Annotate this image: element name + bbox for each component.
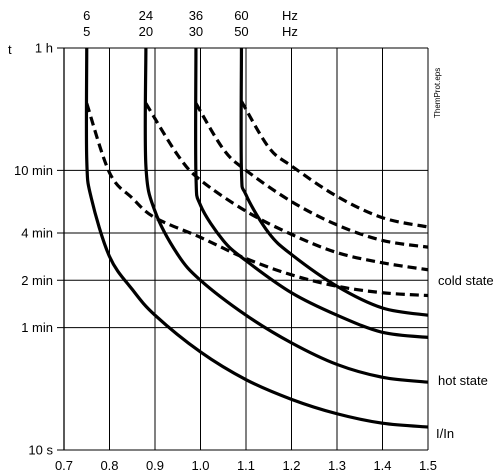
labels: t I/In Hz Hz cold state hot state ThemPr… bbox=[8, 8, 494, 473]
frequency-label-bottom: 30 bbox=[189, 24, 203, 39]
series-group bbox=[84, 47, 429, 429]
frequency-label-top: 36 bbox=[189, 8, 203, 23]
side-label: ThemProt.eps bbox=[433, 68, 442, 118]
y-axis-label: t bbox=[8, 42, 12, 57]
x-tick-label: 1.1 bbox=[237, 458, 255, 473]
x-tick-label: 0.8 bbox=[100, 458, 118, 473]
x-tick-label: 1.0 bbox=[191, 458, 209, 473]
x-axis-label: I/In bbox=[436, 426, 454, 441]
y-tick-label: 10 s bbox=[28, 443, 53, 458]
frequency-label-top: 24 bbox=[139, 8, 153, 23]
cold-state-curve-4 bbox=[240, 100, 429, 229]
x-tick-label: 1.5 bbox=[419, 458, 437, 473]
y-tick-label: 1 h bbox=[35, 41, 53, 56]
annotation-cold-state: cold state bbox=[438, 273, 494, 288]
frequency-label-top: 60 bbox=[234, 8, 248, 23]
x-tick-label: 0.7 bbox=[55, 458, 73, 473]
y-tick-label: 1 min bbox=[21, 320, 53, 335]
annotation-hot-state: hot state bbox=[438, 373, 488, 388]
hot-state-curve-3 bbox=[194, 47, 429, 339]
x-tick-label: 1.3 bbox=[328, 458, 346, 473]
frequency-label-bottom: 20 bbox=[139, 24, 153, 39]
x-tick-label: 0.9 bbox=[146, 458, 164, 473]
cold-state-curve-2 bbox=[144, 102, 429, 272]
cold-state-curve-3 bbox=[194, 102, 429, 249]
frequency-unit-top: Hz bbox=[282, 8, 298, 23]
cold-state-curve-1 bbox=[85, 102, 429, 298]
hot-state-curve-2 bbox=[143, 47, 429, 384]
y-tick-label: 2 min bbox=[21, 273, 53, 288]
frequency-label-top: 6 bbox=[83, 8, 90, 23]
y-tick-label: 4 min bbox=[21, 225, 53, 240]
y-tick-label: 10 min bbox=[14, 163, 53, 178]
frequency-label-bottom: 50 bbox=[234, 24, 248, 39]
frequency-unit-bottom: Hz bbox=[282, 24, 298, 39]
hot-state-curve-1 bbox=[84, 47, 429, 429]
hot-state-curve-4 bbox=[239, 47, 429, 317]
x-tick-label: 1.2 bbox=[282, 458, 300, 473]
x-tick-label: 1.4 bbox=[373, 458, 391, 473]
frequency-label-bottom: 5 bbox=[83, 24, 90, 39]
